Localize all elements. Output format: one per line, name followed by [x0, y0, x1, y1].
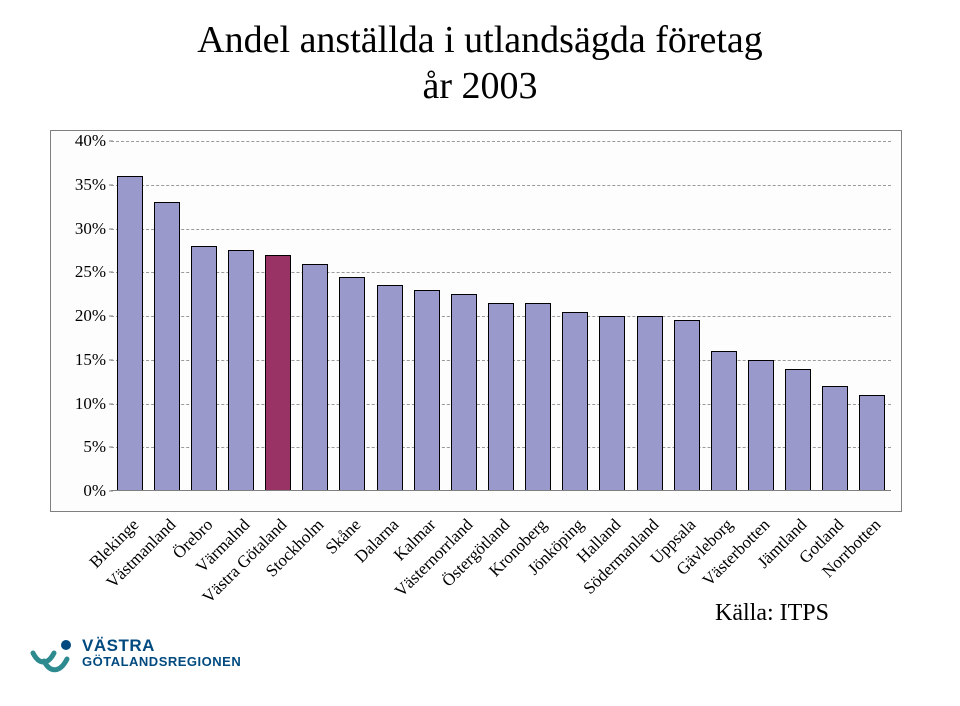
bar	[265, 255, 291, 491]
y-tick-label: 35%	[51, 175, 106, 195]
logo-mark-icon	[30, 634, 74, 676]
title-line-1: Andel anställda i utlandsägda företag	[0, 18, 960, 64]
y-tick-label: 25%	[51, 262, 106, 282]
bar	[154, 202, 180, 491]
bar	[117, 176, 143, 491]
chart-frame: 0% 5% 10% 15% 20% 25% 30% 35% 40%	[50, 130, 902, 512]
y-tick-label: 20%	[51, 306, 106, 326]
chart-title: Andel anställda i utlandsägda företag år…	[0, 18, 960, 109]
bar	[637, 316, 663, 491]
logo-text: VÄSTRA GÖTALANDSREGIONEN	[82, 637, 241, 668]
bar	[414, 290, 440, 491]
bar	[525, 303, 551, 491]
bar	[451, 294, 477, 491]
y-tick-label: 30%	[51, 219, 106, 239]
bar	[228, 250, 254, 491]
bar	[785, 369, 811, 492]
bar	[859, 395, 885, 491]
y-tick-label: 40%	[51, 131, 106, 151]
plot-area	[111, 141, 891, 491]
bar	[562, 312, 588, 491]
bars	[111, 141, 891, 491]
logo-line-2: GÖTALANDSREGIONEN	[82, 655, 241, 669]
y-tick-label: 15%	[51, 350, 106, 370]
y-tick-label: 10%	[51, 394, 106, 414]
vgr-logo: VÄSTRA GÖTALANDSREGIONEN	[30, 630, 290, 680]
bar	[302, 264, 328, 492]
bar	[339, 277, 365, 491]
bar	[191, 246, 217, 491]
title-line-2: år 2003	[0, 64, 960, 110]
x-axis-baseline	[111, 490, 891, 491]
page: Andel anställda i utlandsägda företag år…	[0, 0, 960, 706]
bar	[488, 303, 514, 491]
bar	[822, 386, 848, 491]
bar	[674, 320, 700, 491]
bar	[748, 360, 774, 491]
bar	[377, 285, 403, 491]
logo-line-1: VÄSTRA	[82, 637, 241, 655]
bar	[599, 316, 625, 491]
source-text: Källa: ITPS	[715, 600, 829, 627]
bar	[711, 351, 737, 491]
y-tick-label: 0%	[51, 481, 106, 501]
y-tick-label: 5%	[51, 437, 106, 457]
